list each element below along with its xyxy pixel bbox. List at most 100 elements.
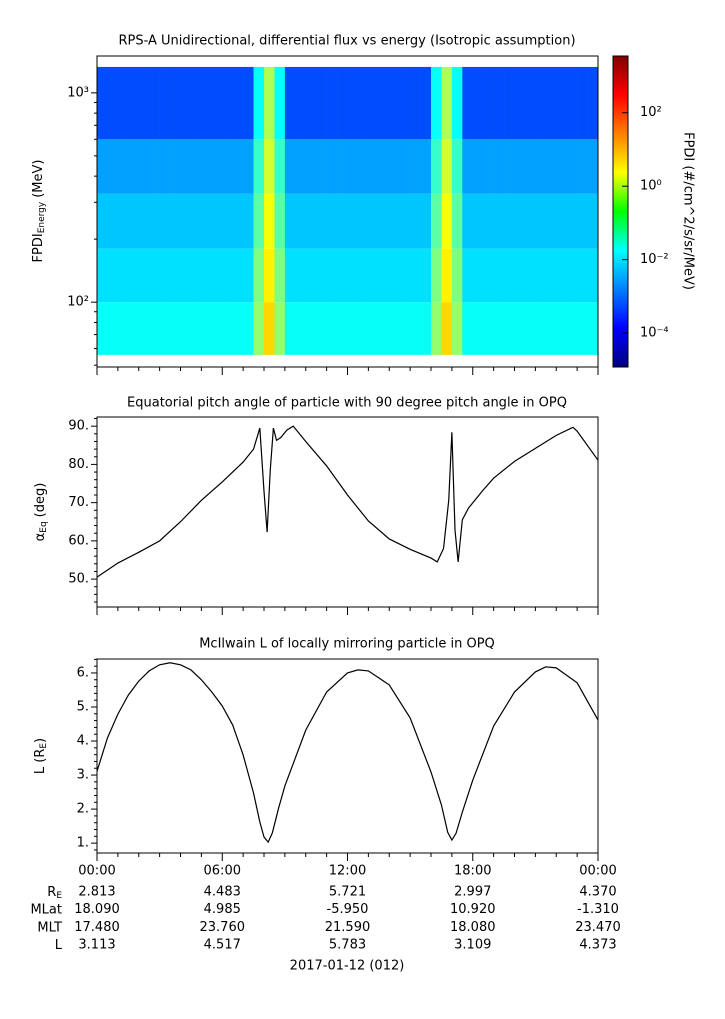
heatmap-cell: [274, 66, 286, 140]
heatmap-cell: [556, 248, 567, 303]
heatmap-cell: [326, 66, 338, 140]
x-tick-label: 12:00: [329, 864, 366, 879]
heatmap-cell: [97, 302, 108, 355]
heatmap-cell: [389, 139, 400, 194]
heatmap-cell: [295, 193, 307, 249]
heatmap-cell: [305, 193, 317, 249]
heatmap-cell: [211, 139, 223, 194]
heatmap-cell: [107, 302, 119, 355]
label-sub: Eq: [39, 521, 49, 532]
heatmap-cell: [117, 66, 129, 140]
heatmap-cell: [556, 193, 567, 249]
heatmap-cell: [368, 248, 380, 303]
heatmap-cell: [97, 193, 108, 249]
heatmap-cell: [410, 302, 421, 355]
panel-title: RPS-A Unidirectional, differential flux …: [118, 34, 575, 49]
heatmap-cell: [107, 66, 119, 140]
label-unit: (deg): [33, 483, 48, 518]
y-tick-label: 3.: [77, 768, 89, 783]
heatmap-cell: [295, 302, 307, 355]
heatmap-cell: [117, 302, 129, 355]
heatmap-cell: [389, 248, 400, 303]
y-tick-label: 10²: [67, 295, 89, 310]
heatmap-cell: [128, 66, 140, 140]
heatmap-cell: [368, 139, 380, 194]
label-sub: E: [39, 743, 49, 749]
x-tick-label: 06:00: [204, 864, 241, 879]
heatmap-cell: [556, 66, 567, 140]
heatmap-cell: [128, 302, 140, 355]
heatmap-cell: [472, 302, 484, 355]
ephemeris-value: 3.109: [454, 938, 491, 953]
heatmap-cell: [378, 66, 390, 140]
heatmap-cell: [149, 302, 160, 355]
line: [96, 662, 599, 844]
heatmap-cell: [232, 193, 244, 249]
row-label: MLT: [37, 920, 62, 935]
heatmap-cell: [347, 66, 359, 140]
heatmap-cell: [190, 193, 202, 249]
heatmap-cell: [201, 139, 213, 194]
heatmap-cell: [577, 66, 588, 140]
heatmap-cell: [378, 139, 390, 194]
heatmap-cell: [128, 248, 140, 303]
heatmap-cell: [222, 193, 233, 249]
heatmap-cell: [159, 302, 171, 355]
heatmap-cell: [243, 139, 254, 194]
heatmap-cell: [587, 193, 599, 249]
heatmap-cell: [587, 302, 599, 355]
y-tick-label: 60.: [68, 533, 89, 548]
heatmap-cell: [201, 302, 213, 355]
heatmap-cell: [493, 302, 505, 355]
heatmap-cell: [483, 248, 494, 303]
heatmap-cell: [431, 139, 442, 194]
colorbar-tick-label: 10²: [640, 105, 662, 120]
heatmap-cell: [316, 66, 327, 140]
heatmap-cell: [493, 193, 505, 249]
heatmap-cell: [504, 66, 515, 140]
heatmap-cell: [264, 302, 275, 355]
ephemeris-value: 21.590: [325, 920, 371, 935]
ephemeris-value: 23.470: [575, 920, 621, 935]
heatmap-cell: [222, 139, 233, 194]
heatmap-cell: [138, 139, 150, 194]
heatmap-cell: [524, 139, 536, 194]
heatmap-cell: [264, 248, 275, 303]
heatmap-cell: [337, 248, 348, 303]
heatmap-cell: [97, 66, 108, 140]
heatmap-cell: [264, 139, 275, 194]
heatmap-cell: [159, 139, 171, 194]
heatmap-cell: [138, 66, 150, 140]
heatmap-cell: [451, 193, 463, 249]
heatmap-cell: [431, 248, 442, 303]
heatmap-cell: [243, 193, 254, 249]
heatmap-cell: [170, 66, 181, 140]
heatmap-cell: [524, 66, 536, 140]
row-label: MLat: [30, 902, 62, 917]
heatmap-cell: [389, 66, 400, 140]
heatmap-cell: [232, 248, 244, 303]
heatmap-cell: [524, 193, 536, 249]
heatmap-cell: [211, 302, 223, 355]
heatmap-cell: [211, 66, 223, 140]
heatmap-cell: [535, 139, 547, 194]
heatmap-cell: [566, 139, 578, 194]
heatmap-cell: [138, 302, 150, 355]
heatmap-cell: [180, 139, 192, 194]
heatmap-cell: [316, 139, 327, 194]
heatmap-cell: [295, 139, 307, 194]
heatmap-cell: [566, 302, 578, 355]
heatmap-cell: [514, 139, 526, 194]
y-axis-label: L (RE): [33, 738, 49, 774]
heatmap-cell: [305, 139, 317, 194]
heatmap-cell: [545, 193, 557, 249]
heatmap-cell: [190, 66, 202, 140]
heatmap-cell: [222, 66, 233, 140]
heatmap-cell: [431, 66, 442, 140]
x-tick-label: 00:00: [579, 864, 616, 879]
heatmap-cell: [566, 248, 578, 303]
heatmap-cell: [211, 193, 223, 249]
heatmap-cell: [389, 193, 400, 249]
heatmap-cell: [190, 139, 202, 194]
date-label: 2017-01-12 (012): [290, 959, 405, 974]
